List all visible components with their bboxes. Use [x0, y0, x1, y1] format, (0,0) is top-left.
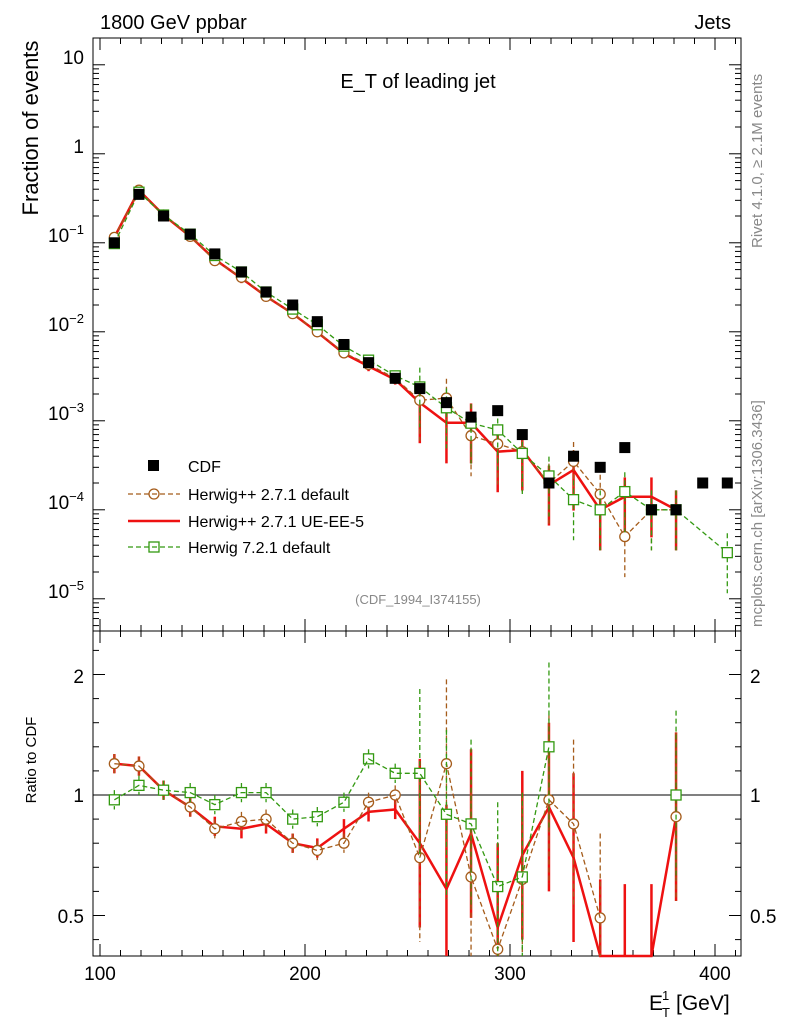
ratio-point	[440, 808, 453, 820]
ratio-data-layer	[108, 662, 682, 958]
x-axis-ticks	[99, 38, 736, 956]
cdf-data-point	[516, 429, 528, 441]
cdf-data-point	[670, 504, 682, 516]
cdf-data-point	[414, 383, 426, 395]
header-left-label: 1800 GeV ppbar	[100, 12, 247, 34]
ratio-point	[670, 789, 682, 801]
cdf-data-point	[158, 210, 170, 222]
cdf-data-point	[465, 411, 477, 423]
ratio-line	[114, 762, 678, 958]
data-point	[619, 530, 631, 543]
ratio-y-tick-label-right: 2	[750, 667, 761, 688]
analysis-id-label: (CDF_1994_I374155)	[355, 592, 481, 607]
x-tick-label: 400	[699, 964, 731, 985]
ratio-y-tick-labels: 2 1 0.5 2 1 0.5	[58, 667, 777, 928]
x-axis-label: E	[649, 992, 663, 1015]
data-point	[567, 494, 580, 506]
y-tick-label: 10−4	[48, 489, 84, 514]
x-tick-labels: 100 200 300 400	[84, 964, 731, 985]
cdf-data-point	[311, 316, 323, 328]
y-tick-label: 10−1	[48, 222, 84, 247]
legend-herwig-ueee5-label: Herwig++ 2.7.1 UE-EE-5	[188, 514, 364, 531]
cdf-data	[108, 188, 733, 516]
cdf-data-point	[338, 338, 350, 350]
data-point	[594, 504, 606, 516]
y-tick-label: 10−2	[48, 311, 84, 336]
legend-herwig7-marker	[148, 541, 160, 553]
x-axis-label-subscript: T	[662, 1005, 670, 1020]
ratio-y-axis-label: Ratio to CDF	[23, 717, 40, 804]
cdf-data-point	[543, 477, 555, 489]
ratio-point	[543, 741, 555, 753]
main-data-layer	[108, 184, 733, 594]
main-y-ticks	[93, 37, 741, 627]
ratio-point	[338, 796, 350, 808]
cdf-data-point	[440, 397, 452, 409]
legend-cdf-marker	[148, 460, 159, 471]
cdf-data-point	[209, 248, 221, 260]
y-tick-label: 1	[73, 137, 84, 158]
ratio-y-tick-label-right: 1	[750, 786, 761, 807]
ratio-y-tick-label-left: 0.5	[58, 907, 84, 928]
cdf-data-point	[133, 188, 145, 200]
chart-title: E_T of leading jet	[340, 71, 496, 93]
cdf-data-point	[389, 372, 401, 384]
cdf-data-point	[287, 299, 299, 311]
mcplots-source-label: mcplots.cern.ch [arXiv:1306.3436]	[749, 400, 766, 627]
data-point	[721, 546, 733, 559]
cdf-data-point	[235, 266, 247, 278]
ratio-line	[114, 763, 601, 952]
cdf-data-point	[363, 357, 375, 369]
ratio-y-ticks	[93, 649, 741, 941]
cdf-data-point	[645, 504, 657, 516]
ratio-y-tick-label-left: 1	[73, 786, 84, 807]
legend-herwig-default-marker	[148, 488, 160, 500]
y-tick-label: 10−5	[48, 578, 84, 603]
cdf-data-point	[619, 442, 631, 454]
data-point	[516, 447, 528, 460]
cdf-data-point	[697, 477, 709, 489]
ratio-y-tick-label-right: 0.5	[750, 907, 776, 928]
y-tick-label: 10−3	[48, 400, 84, 425]
x-tick-label: 300	[494, 964, 526, 985]
main-y-tick-labels: 10 1 10−1 10−2 10−3 10−4 10−5	[48, 48, 84, 603]
rivet-version-label: Rivet 4.1.0, ≥ 2.1M events	[749, 74, 766, 248]
x-axis-label-superscript: 1	[662, 988, 669, 1003]
legend-cdf-label: CDF	[188, 459, 221, 476]
legend-herwig-default-label: Herwig++ 2.7.1 default	[188, 487, 350, 504]
x-axis-label-units: [GeV]	[676, 992, 730, 1015]
x-tick-label: 200	[289, 964, 321, 985]
ratio-point	[492, 880, 504, 893]
ratio-plot-frame	[92, 630, 742, 957]
cdf-data-point	[721, 477, 733, 489]
cdf-data-point	[260, 286, 272, 298]
legend: CDF Herwig++ 2.7.1 default Herwig++ 2.7.…	[128, 459, 364, 557]
y-axis-label: Fraction of events	[18, 41, 43, 216]
ratio-point	[311, 844, 323, 857]
header-right-label: Jets	[694, 12, 731, 34]
ratio-y-tick-label-left: 2	[73, 667, 84, 688]
cdf-data-point	[108, 237, 120, 249]
cdf-data-point	[184, 228, 196, 240]
cdf-data-point	[568, 450, 580, 462]
cdf-data-point	[594, 461, 606, 473]
series-line	[113, 189, 677, 538]
series-1-ratio	[113, 722, 678, 958]
series-2-ratio	[108, 662, 682, 956]
ratio-line	[114, 746, 550, 888]
data-point	[492, 424, 504, 436]
y-tick-label: 10	[63, 48, 84, 69]
legend-herwig7-label: Herwig 7.2.1 default	[188, 540, 331, 557]
data-point	[619, 485, 631, 498]
cdf-data-point	[492, 405, 504, 417]
x-tick-label: 100	[84, 964, 116, 985]
